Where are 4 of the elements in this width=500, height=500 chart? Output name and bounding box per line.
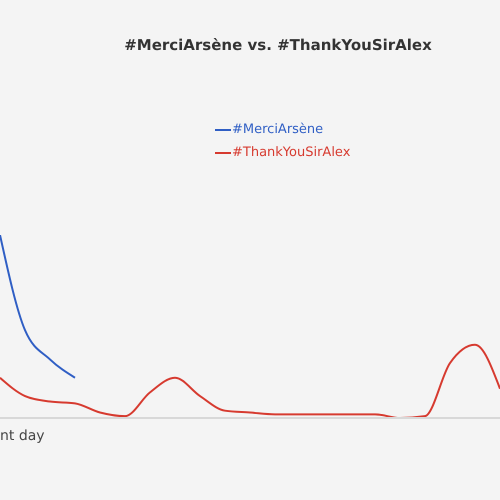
x-axis-title: nt day xyxy=(0,428,45,444)
legend-label: #ThankYouSirAlex xyxy=(232,145,350,160)
chart-title: #MerciArsène vs. #ThankYouSirAlex xyxy=(123,36,433,54)
legend-label: #MerciArsène xyxy=(232,122,324,137)
